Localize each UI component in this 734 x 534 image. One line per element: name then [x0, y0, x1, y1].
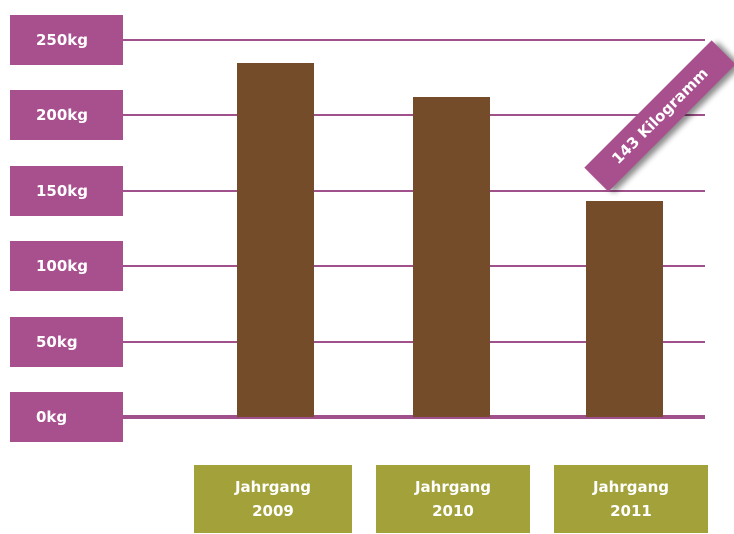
y-tick-label: 250kg — [10, 15, 123, 65]
bar — [236, 62, 314, 417]
y-tick-label: 50kg — [10, 316, 123, 367]
y-tick-label: 0kg — [10, 392, 123, 442]
x-tick-label: Jahrgang 2010 — [376, 465, 530, 533]
grid-line — [123, 39, 705, 41]
x-tick-label: Jahrgang 2011 — [554, 465, 708, 533]
bar — [412, 97, 490, 417]
y-tick-label: 200kg — [10, 90, 123, 141]
bar — [585, 201, 663, 417]
grid-line — [123, 415, 705, 419]
y-tick-label: 150kg — [10, 165, 123, 216]
x-tick-label: Jahrgang 2009 — [194, 465, 352, 533]
y-tick-label: 100kg — [10, 241, 123, 292]
